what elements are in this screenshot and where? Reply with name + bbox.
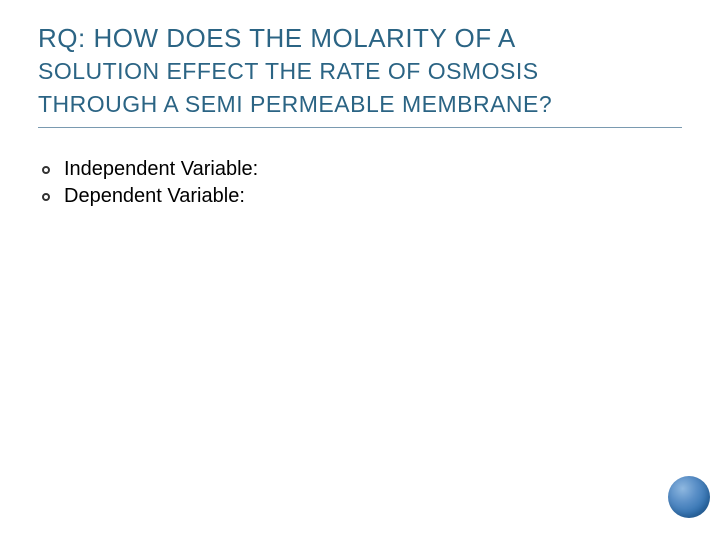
title-line-1: RQ: HOW DOES THE MOLARITY OF A — [38, 22, 682, 55]
bullet-text: Independent Variable: — [64, 158, 258, 181]
bullet-icon — [42, 193, 50, 201]
title-prefix: RQ: HOW DOES THE MOLARITY OF A — [38, 23, 516, 53]
list-item: Independent Variable: — [42, 158, 682, 181]
content-area: Independent Variable: Dependent Variable… — [38, 150, 682, 208]
title-line-2: SOLUTION EFFECT THE RATE OF OSMOSIS — [38, 55, 682, 88]
bullet-text: Dependent Variable: — [64, 185, 245, 208]
title-line-3: THROUGH A SEMI PERMEABLE MEMBRANE? — [38, 88, 682, 121]
list-item: Dependent Variable: — [42, 185, 682, 208]
slide: RQ: HOW DOES THE MOLARITY OF A SOLUTION … — [0, 0, 720, 540]
bullet-icon — [42, 166, 50, 174]
title-block: RQ: HOW DOES THE MOLARITY OF A SOLUTION … — [38, 22, 682, 128]
decoration-ball-icon — [668, 476, 710, 518]
